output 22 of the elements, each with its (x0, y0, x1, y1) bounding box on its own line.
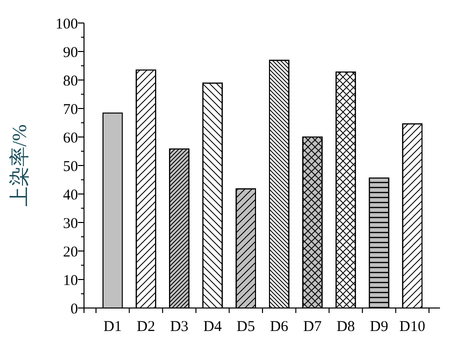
x-tick-label: D1 (103, 319, 122, 335)
x-tick-label: D2 (136, 319, 156, 335)
y-tick-label: 10 (63, 272, 78, 289)
x-tick-label: D4 (203, 319, 222, 335)
y-tick-label: 20 (63, 244, 78, 260)
x-tick-label: D3 (170, 319, 188, 335)
y-axis-title: 上染率/% (9, 124, 31, 207)
y-tick-label: 60 (63, 130, 78, 146)
y-tick-label: 80 (63, 73, 78, 90)
x-tick-label: D8 (336, 319, 355, 335)
y-tick-label: 70 (63, 102, 78, 118)
y-tick-label: 90 (63, 44, 78, 61)
y-tick-label: 50 (63, 158, 78, 175)
y-tick-label: 30 (63, 216, 78, 232)
x-tick-label: D9 (370, 319, 388, 335)
x-tick-label: D7 (303, 319, 322, 335)
x-tick-label: D6 (270, 319, 289, 335)
x-tick-label: D5 (236, 319, 256, 335)
y-tick-label: 100 (56, 16, 78, 32)
y-tick-label: 40 (63, 187, 78, 204)
x-tick-label: D10 (399, 319, 426, 335)
y-tick-label: 0 (70, 301, 78, 318)
